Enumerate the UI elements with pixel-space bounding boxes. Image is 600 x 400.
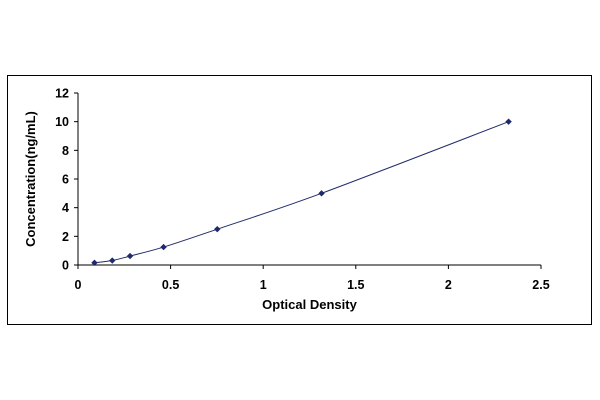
y-tick-label: 8 [62, 144, 69, 158]
x-tick-label: 2 [445, 278, 452, 292]
y-axis-title: Concentration(ng/mL) [23, 111, 38, 247]
trendline [94, 121, 509, 264]
data-point-marker [109, 257, 116, 264]
axes [77, 93, 541, 266]
y-tick-label: 10 [55, 115, 69, 129]
data-point-marker [318, 190, 325, 197]
x-ticks: 0 0.5 1 1.5 2 2.5 [75, 265, 550, 292]
data-point-marker [126, 252, 134, 260]
y-tick-label: 6 [62, 173, 69, 187]
data-point-marker [91, 259, 98, 266]
x-tick-label: 0.5 [162, 278, 179, 292]
y-tick-label: 4 [62, 201, 69, 215]
chart-frame [7, 75, 592, 325]
y-tick-label: 2 [62, 230, 69, 244]
y-tick-label: 0 [62, 259, 69, 273]
data-point-marker [214, 225, 221, 233]
y-tick-label: 12 [55, 87, 69, 101]
x-tick-label: 1.5 [347, 278, 364, 292]
data-point-marker [160, 243, 167, 251]
x-tick-label: 1 [260, 278, 267, 292]
x-tick-label: 2.5 [532, 278, 549, 292]
x-axis-title: Optical Density [262, 297, 357, 312]
y-ticks: 0 2 4 6 8 10 12 [55, 87, 78, 273]
data-points [91, 118, 512, 266]
data-point-marker [505, 118, 512, 125]
x-tick-label: 0 [75, 278, 82, 292]
